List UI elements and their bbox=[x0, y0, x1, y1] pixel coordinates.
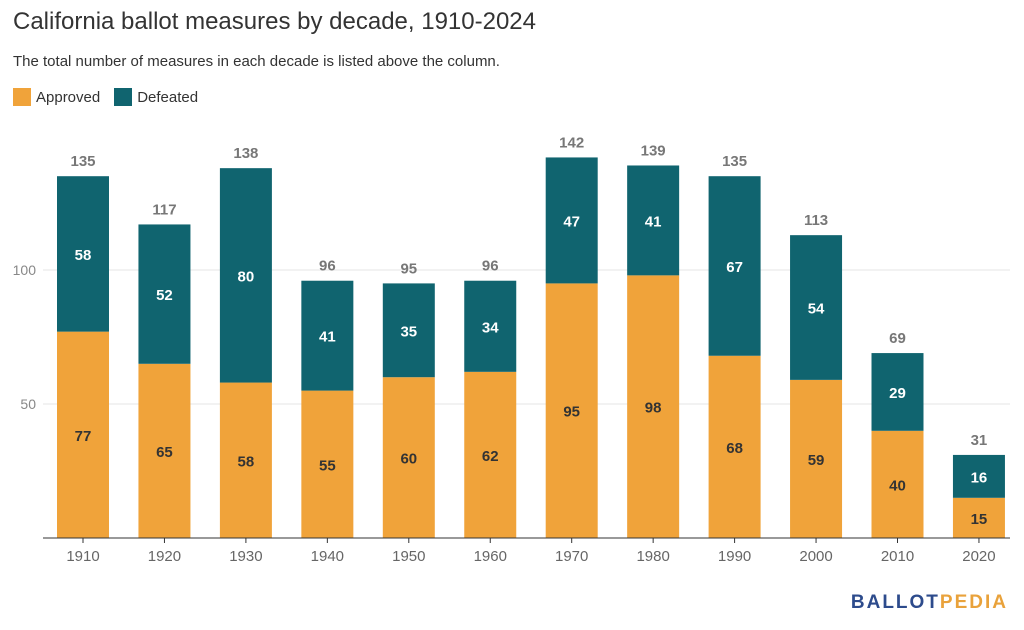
bar-approved bbox=[627, 275, 680, 538]
chart-subtitle: The total number of measures in each dec… bbox=[13, 53, 500, 70]
total-label: 69 bbox=[889, 330, 906, 347]
x-tick-label: 1970 bbox=[555, 548, 588, 565]
bar-approved bbox=[871, 430, 924, 538]
bar-approved bbox=[382, 377, 435, 538]
x-tick-label: 1960 bbox=[474, 548, 507, 565]
x-tick-label: 1940 bbox=[311, 548, 344, 565]
x-tick-label: 2020 bbox=[962, 548, 995, 565]
total-label: 142 bbox=[559, 134, 584, 151]
bar-defeated bbox=[545, 157, 598, 284]
total-label: 138 bbox=[233, 145, 258, 162]
data-label-defeated: 67 bbox=[726, 259, 743, 276]
legend-item-approved: Approved bbox=[13, 88, 100, 106]
data-label-approved: 60 bbox=[400, 451, 417, 468]
data-label-defeated: 58 bbox=[75, 247, 92, 264]
x-tick-label: 1920 bbox=[148, 548, 181, 565]
bar-approved bbox=[952, 497, 1005, 538]
total-label: 135 bbox=[70, 153, 95, 170]
legend-item-defeated: Defeated bbox=[114, 88, 198, 106]
total-label: 139 bbox=[641, 142, 666, 159]
bar-defeated bbox=[57, 176, 109, 332]
legend: Approved Defeated bbox=[13, 88, 212, 106]
bar-approved bbox=[790, 379, 843, 538]
bar-approved bbox=[545, 283, 598, 538]
data-label-defeated: 47 bbox=[563, 213, 580, 230]
bar-approved bbox=[708, 355, 761, 538]
data-label-approved: 55 bbox=[319, 457, 336, 474]
total-label: 96 bbox=[482, 258, 499, 275]
data-label-approved: 95 bbox=[563, 404, 580, 421]
total-label: 113 bbox=[804, 212, 828, 229]
y-tick-label: 100 bbox=[13, 262, 37, 278]
data-label-defeated: 35 bbox=[400, 323, 417, 340]
x-tick-label: 2010 bbox=[881, 548, 914, 565]
bar-defeated bbox=[952, 454, 1005, 498]
bar-approved bbox=[138, 363, 191, 538]
x-tick-label: 1990 bbox=[718, 548, 751, 565]
data-label-approved: 65 bbox=[156, 444, 173, 461]
total-label: 117 bbox=[152, 201, 176, 218]
data-label-approved: 58 bbox=[238, 453, 255, 470]
logo-part-pedia: PEDIA bbox=[939, 592, 1008, 613]
bar-defeated bbox=[301, 280, 354, 391]
bar-defeated bbox=[708, 176, 761, 356]
bar-defeated bbox=[219, 168, 272, 383]
bar-defeated bbox=[138, 224, 191, 364]
x-tick-label: 2000 bbox=[799, 548, 832, 565]
total-label: 96 bbox=[319, 258, 336, 275]
total-label: 31 bbox=[971, 432, 988, 449]
x-tick-label: 1930 bbox=[229, 548, 262, 565]
data-label-defeated: 52 bbox=[156, 287, 173, 304]
total-label: 135 bbox=[722, 153, 747, 170]
data-label-defeated: 80 bbox=[238, 268, 255, 285]
ballotpedia-logo: BALLOTPEDIA bbox=[851, 592, 1008, 614]
chart-title: California ballot measures by decade, 19… bbox=[13, 8, 536, 35]
x-tick-label: 1910 bbox=[66, 548, 99, 565]
x-tick-label: 1980 bbox=[636, 548, 669, 565]
data-label-defeated: 29 bbox=[889, 385, 906, 402]
data-label-defeated: 16 bbox=[971, 469, 988, 486]
bar-approved bbox=[464, 371, 517, 538]
data-label-approved: 98 bbox=[645, 400, 662, 417]
logo-part-ballot: BALLOT bbox=[850, 592, 940, 613]
bar-defeated bbox=[871, 353, 924, 431]
legend-swatch-approved bbox=[13, 88, 31, 106]
data-label-approved: 15 bbox=[971, 511, 988, 528]
data-label-defeated: 41 bbox=[319, 329, 336, 346]
bar-approved bbox=[219, 382, 272, 538]
data-label-approved: 40 bbox=[889, 477, 906, 494]
data-label-approved: 59 bbox=[808, 452, 825, 469]
data-label-defeated: 54 bbox=[808, 301, 825, 318]
legend-swatch-defeated bbox=[114, 88, 133, 106]
y-tick-label: 50 bbox=[20, 396, 36, 412]
bar-approved bbox=[57, 331, 109, 538]
bar-defeated bbox=[790, 235, 843, 380]
legend-label-approved: Approved bbox=[36, 88, 101, 106]
total-label: 95 bbox=[400, 260, 417, 277]
legend-label-defeated: Defeated bbox=[137, 88, 199, 106]
data-label-defeated: 34 bbox=[482, 319, 499, 336]
data-label-approved: 68 bbox=[726, 440, 743, 457]
bar-defeated bbox=[464, 280, 517, 372]
bar-defeated bbox=[627, 165, 680, 276]
data-label-approved: 62 bbox=[482, 448, 499, 465]
x-tick-label: 1950 bbox=[392, 548, 425, 565]
data-label-approved: 77 bbox=[75, 428, 92, 445]
bar-defeated bbox=[382, 283, 435, 378]
bar-approved bbox=[301, 390, 354, 538]
data-label-defeated: 41 bbox=[645, 213, 662, 230]
